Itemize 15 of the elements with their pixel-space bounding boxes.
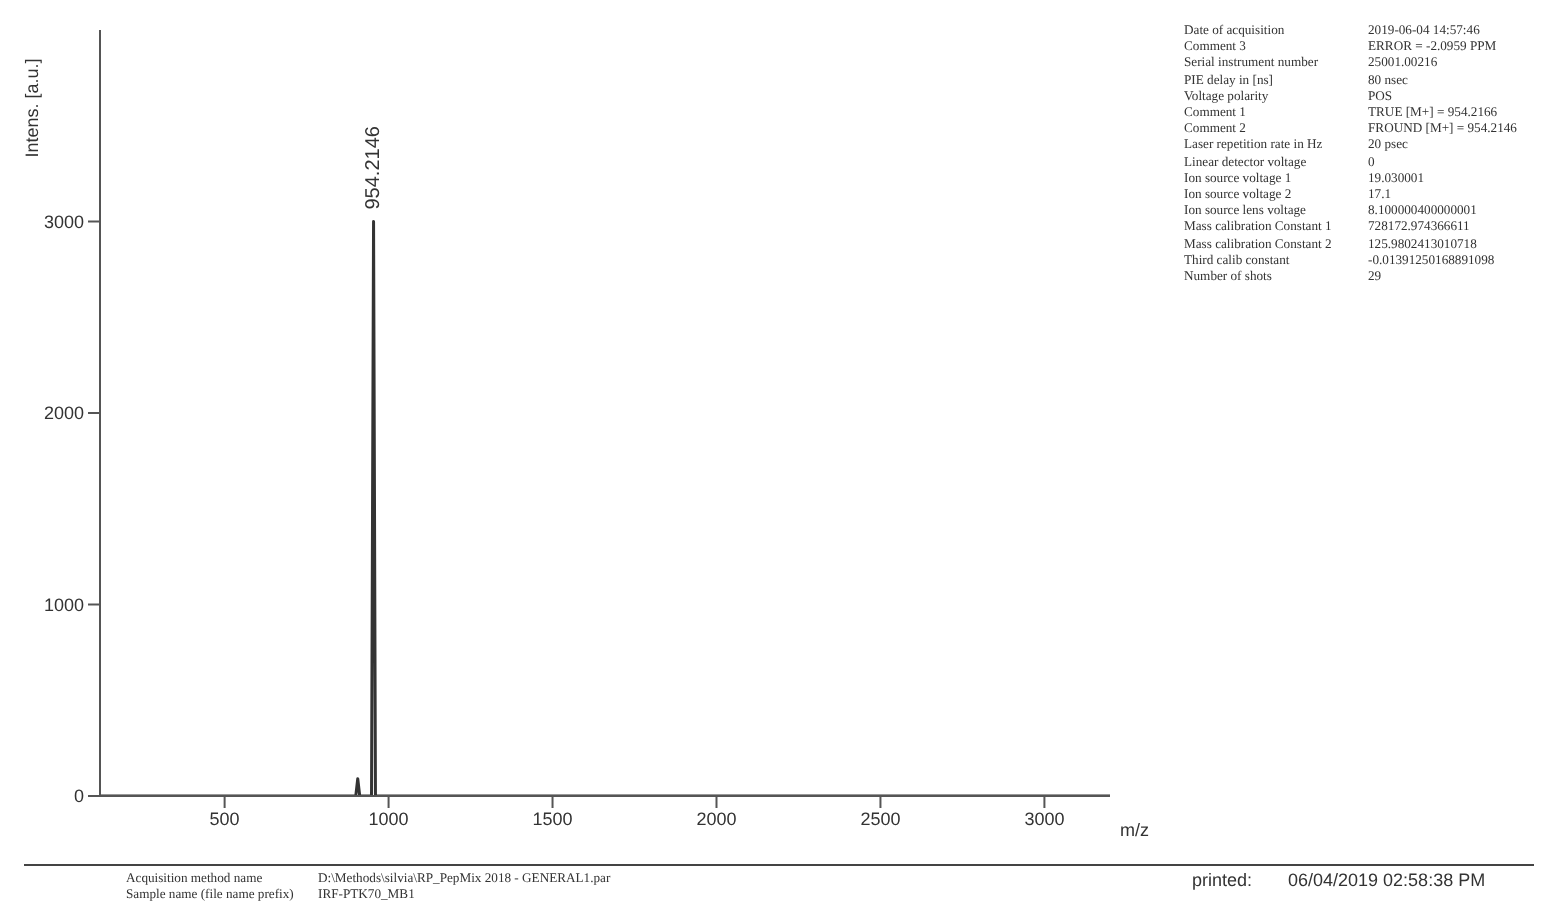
- x-tick-label: 2500: [860, 808, 901, 829]
- x-axis-title: m/z: [1120, 820, 1149, 840]
- y-tick-label: 0: [73, 786, 84, 807]
- annotation: 954.2146: [362, 125, 385, 210]
- x-tick-label: 500: [209, 808, 240, 829]
- x-tick-label: 1500: [532, 808, 573, 829]
- x-tick-label: 1000: [368, 808, 409, 829]
- y-tick-label: 3000: [43, 211, 84, 232]
- x-tick-label: 3000: [1024, 808, 1065, 829]
- x-tick-label: 2000: [696, 808, 737, 829]
- text: 06/04/2019 02:58:38 PM: [1288, 870, 1488, 890]
- y-tick-label: 1000: [43, 594, 84, 615]
- y-axis-title: Intens. [a.u.]: [22, 58, 42, 158]
- text: printed:: [1192, 870, 1255, 890]
- y-tick-label: 2000: [43, 403, 84, 424]
